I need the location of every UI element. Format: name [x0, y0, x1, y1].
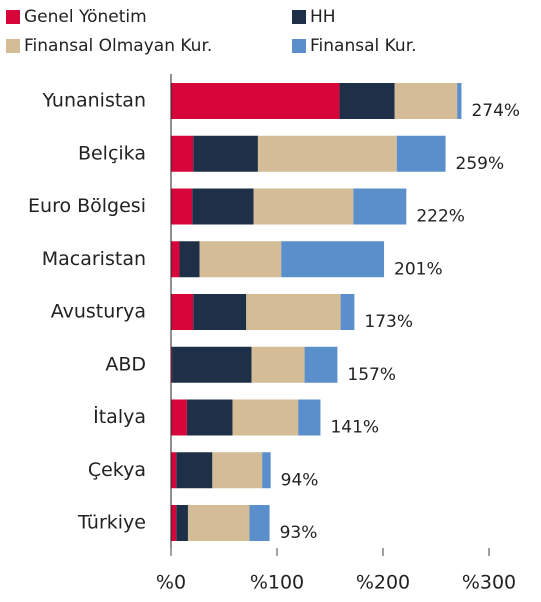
x-tick-label: %300 — [462, 572, 516, 594]
bar-segment — [339, 83, 395, 119]
bar-segment — [193, 135, 258, 172]
bar-segment — [249, 505, 270, 541]
category-label: Belçika — [78, 142, 146, 164]
category-label: Macaristan — [42, 248, 146, 270]
legend-label: Finansal Kur. — [310, 36, 417, 56]
bar-segment — [394, 83, 458, 119]
x-tick-label: %0 — [156, 572, 186, 594]
bar-segment — [251, 346, 305, 383]
total-label: 157% — [347, 365, 396, 385]
bar-segment — [304, 346, 338, 383]
bar-segment — [257, 135, 397, 172]
bar-segment — [171, 188, 193, 225]
total-label: 94% — [281, 470, 319, 490]
total-label: 222% — [416, 207, 465, 227]
bar-segment — [171, 505, 177, 541]
bar-segment — [253, 188, 354, 225]
category-label: Çekya — [88, 459, 146, 481]
bar-segment — [192, 188, 254, 225]
legend-label: Finansal Olmayan Kur. — [24, 36, 212, 56]
x-tick-label: %200 — [356, 572, 410, 594]
bar-segment — [298, 399, 321, 436]
legend-swatch — [6, 10, 20, 24]
bar-segment — [171, 294, 194, 330]
bar-segment — [199, 241, 282, 278]
bar-segment — [171, 399, 187, 436]
bar-segment — [171, 135, 194, 172]
category-label: Avusturya — [51, 301, 146, 323]
bar-segment — [187, 505, 250, 541]
bar-segment — [176, 452, 213, 489]
bar-segment — [212, 452, 263, 489]
bar-segment — [171, 452, 177, 489]
bar-segment — [186, 399, 233, 436]
total-label: 141% — [330, 418, 379, 438]
category-label: Euro Bölgesi — [28, 195, 146, 217]
bar-segment — [171, 346, 173, 383]
bar-segment — [171, 241, 180, 278]
legend-swatch — [292, 10, 306, 24]
bar-segment — [172, 346, 252, 383]
legend-swatch — [6, 39, 20, 53]
bar-segment — [179, 241, 200, 278]
total-label: 201% — [394, 259, 443, 279]
bar-segment — [232, 399, 299, 436]
bar-segment — [396, 135, 446, 172]
bar-segment — [262, 452, 271, 489]
bar-segment — [246, 294, 341, 330]
category-label: ABD — [105, 353, 146, 375]
x-tick-label: %100 — [250, 572, 304, 594]
bar-segment — [457, 83, 462, 119]
category-label: Yunanistan — [41, 90, 146, 112]
total-label: 259% — [456, 154, 505, 174]
legend-swatch — [292, 39, 306, 53]
bar-segment — [281, 241, 385, 278]
total-label: 274% — [471, 101, 520, 121]
legend-label: HH — [310, 7, 336, 27]
bar-segment — [176, 505, 188, 541]
category-label: Türkiye — [77, 512, 146, 534]
legend-label: Genel Yönetim — [24, 7, 147, 27]
bar-segment — [340, 294, 355, 330]
category-label: İtalya — [93, 405, 146, 428]
bar-segment — [193, 294, 247, 330]
total-label: 93% — [280, 523, 318, 543]
bar-segment — [353, 188, 407, 225]
total-label: 173% — [364, 312, 413, 332]
bar-segment — [171, 83, 340, 119]
